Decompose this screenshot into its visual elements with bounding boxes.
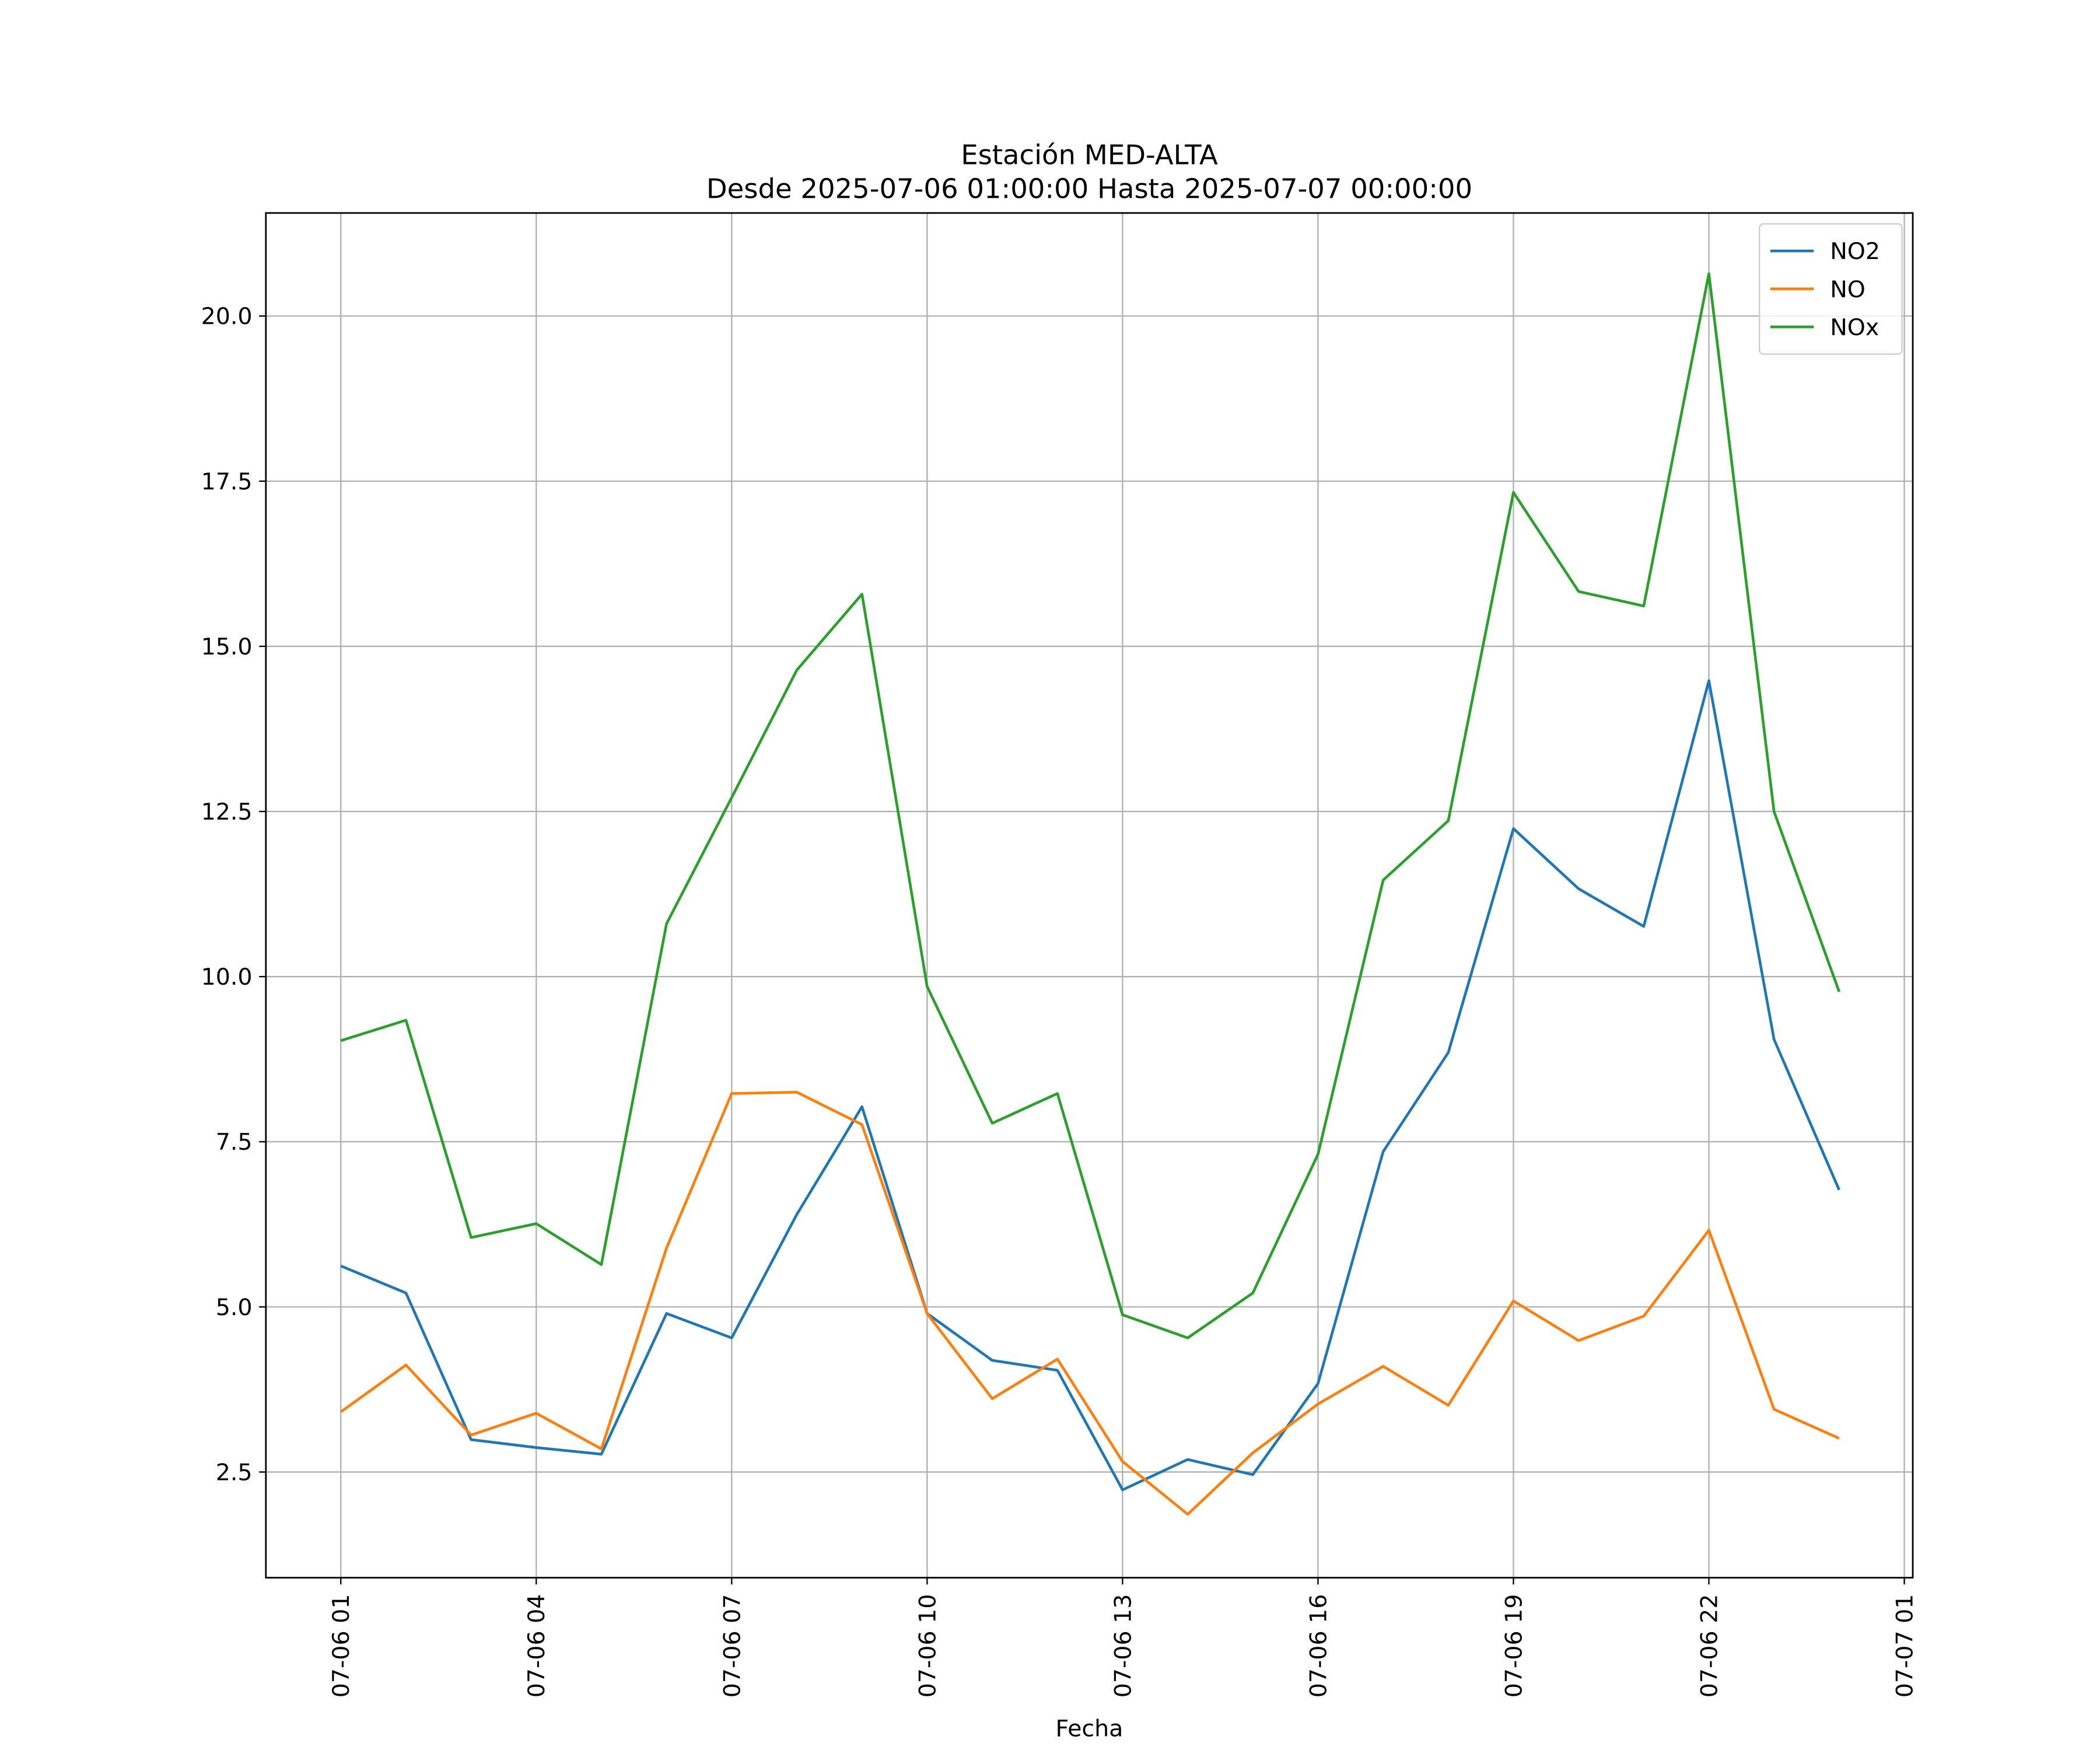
x-tick-label: 07-06 07	[719, 1594, 746, 1698]
y-tick-label: 5.0	[216, 1294, 253, 1321]
legend: NO2 NO NOx	[1759, 223, 1903, 355]
data-line	[340, 1091, 1840, 1516]
legend-box	[1759, 223, 1903, 355]
data-line	[340, 679, 1840, 1492]
x-tick-label: 07-06 13	[1110, 1594, 1136, 1698]
x-tick-label: 07-06 10	[914, 1594, 941, 1698]
x-tick-label: 07-06 04	[523, 1594, 550, 1698]
x-tick-label: 07-06 16	[1305, 1594, 1332, 1698]
legend-label: NO	[1830, 276, 1866, 303]
x-tick-label: 07-06 01	[328, 1594, 355, 1698]
plot-frame	[265, 212, 1914, 1579]
x-axis-label: Fecha	[1056, 1716, 1124, 1742]
y-tick-label: 15.0	[201, 634, 253, 660]
legend-label: NO2	[1830, 238, 1880, 265]
x-tick-label: 07-07 01	[1892, 1594, 1919, 1698]
x-tick-label: 07-06 22	[1696, 1594, 1723, 1698]
data-line	[340, 272, 1841, 1339]
y-tick-label: 12.5	[201, 799, 253, 825]
x-tick-label: 07-06 19	[1500, 1594, 1527, 1698]
y-tick-label: 7.5	[216, 1129, 253, 1156]
y-tick-label: 10.0	[201, 964, 253, 991]
y-tick-label: 20.0	[201, 303, 253, 330]
legend-label: NOx	[1830, 314, 1879, 341]
y-tick-label: 17.5	[201, 468, 253, 495]
y-tick-label: 2.5	[216, 1459, 253, 1486]
chart-title: Estación MED-ALTA	[961, 139, 1218, 170]
chart-subtitle: Desde 2025-07-06 01:00:00 Hasta 2025-07-…	[706, 173, 1472, 205]
